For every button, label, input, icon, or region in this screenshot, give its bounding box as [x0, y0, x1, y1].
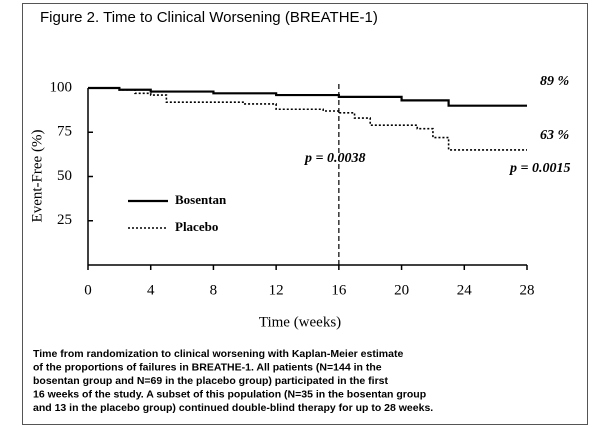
caption-line: bosentan group and N=69 in the placebo g…: [33, 375, 388, 387]
annotation: 89 %: [540, 74, 569, 89]
x-tick-label: 12: [269, 282, 284, 298]
chart-title: Figure 2. Time to Clinical Worsening (BR…: [40, 9, 378, 26]
x-tick-label: 8: [210, 282, 218, 298]
x-tick-label: 16: [331, 282, 347, 298]
x-tick-label: 24: [457, 282, 473, 298]
survival-curve: [88, 87, 527, 151]
x-tick-label: 20: [394, 282, 409, 298]
legend-label: Placebo: [175, 219, 218, 234]
x-axis-label: Time (weeks): [259, 314, 341, 330]
annotation: 63 %: [540, 128, 569, 143]
y-tick-label: 100: [50, 79, 73, 95]
annotation: p = 0.0015: [509, 161, 570, 176]
x-tick-label: 4: [147, 282, 155, 298]
y-tick-label: 75: [57, 124, 72, 140]
caption-line: and 13 in the placebo group) continued d…: [33, 402, 433, 414]
x-tick-label: 0: [84, 282, 92, 298]
caption-line: Time from randomization to clinical wors…: [33, 348, 403, 360]
y-axis-label: Event-Free (%): [29, 130, 45, 223]
legend-label: Bosentan: [175, 192, 227, 207]
y-tick-label: 50: [57, 168, 72, 184]
y-tick-label: 25: [57, 212, 72, 228]
frame: [22, 3, 588, 425]
survival-curve: [88, 86, 527, 107]
x-tick-label: 28: [520, 282, 535, 298]
annotation: p = 0.0038: [304, 151, 365, 166]
caption-line: 16 weeks of the study. A subset of this …: [33, 388, 426, 400]
caption-line: of the proportions of failures in BREATH…: [33, 361, 382, 373]
